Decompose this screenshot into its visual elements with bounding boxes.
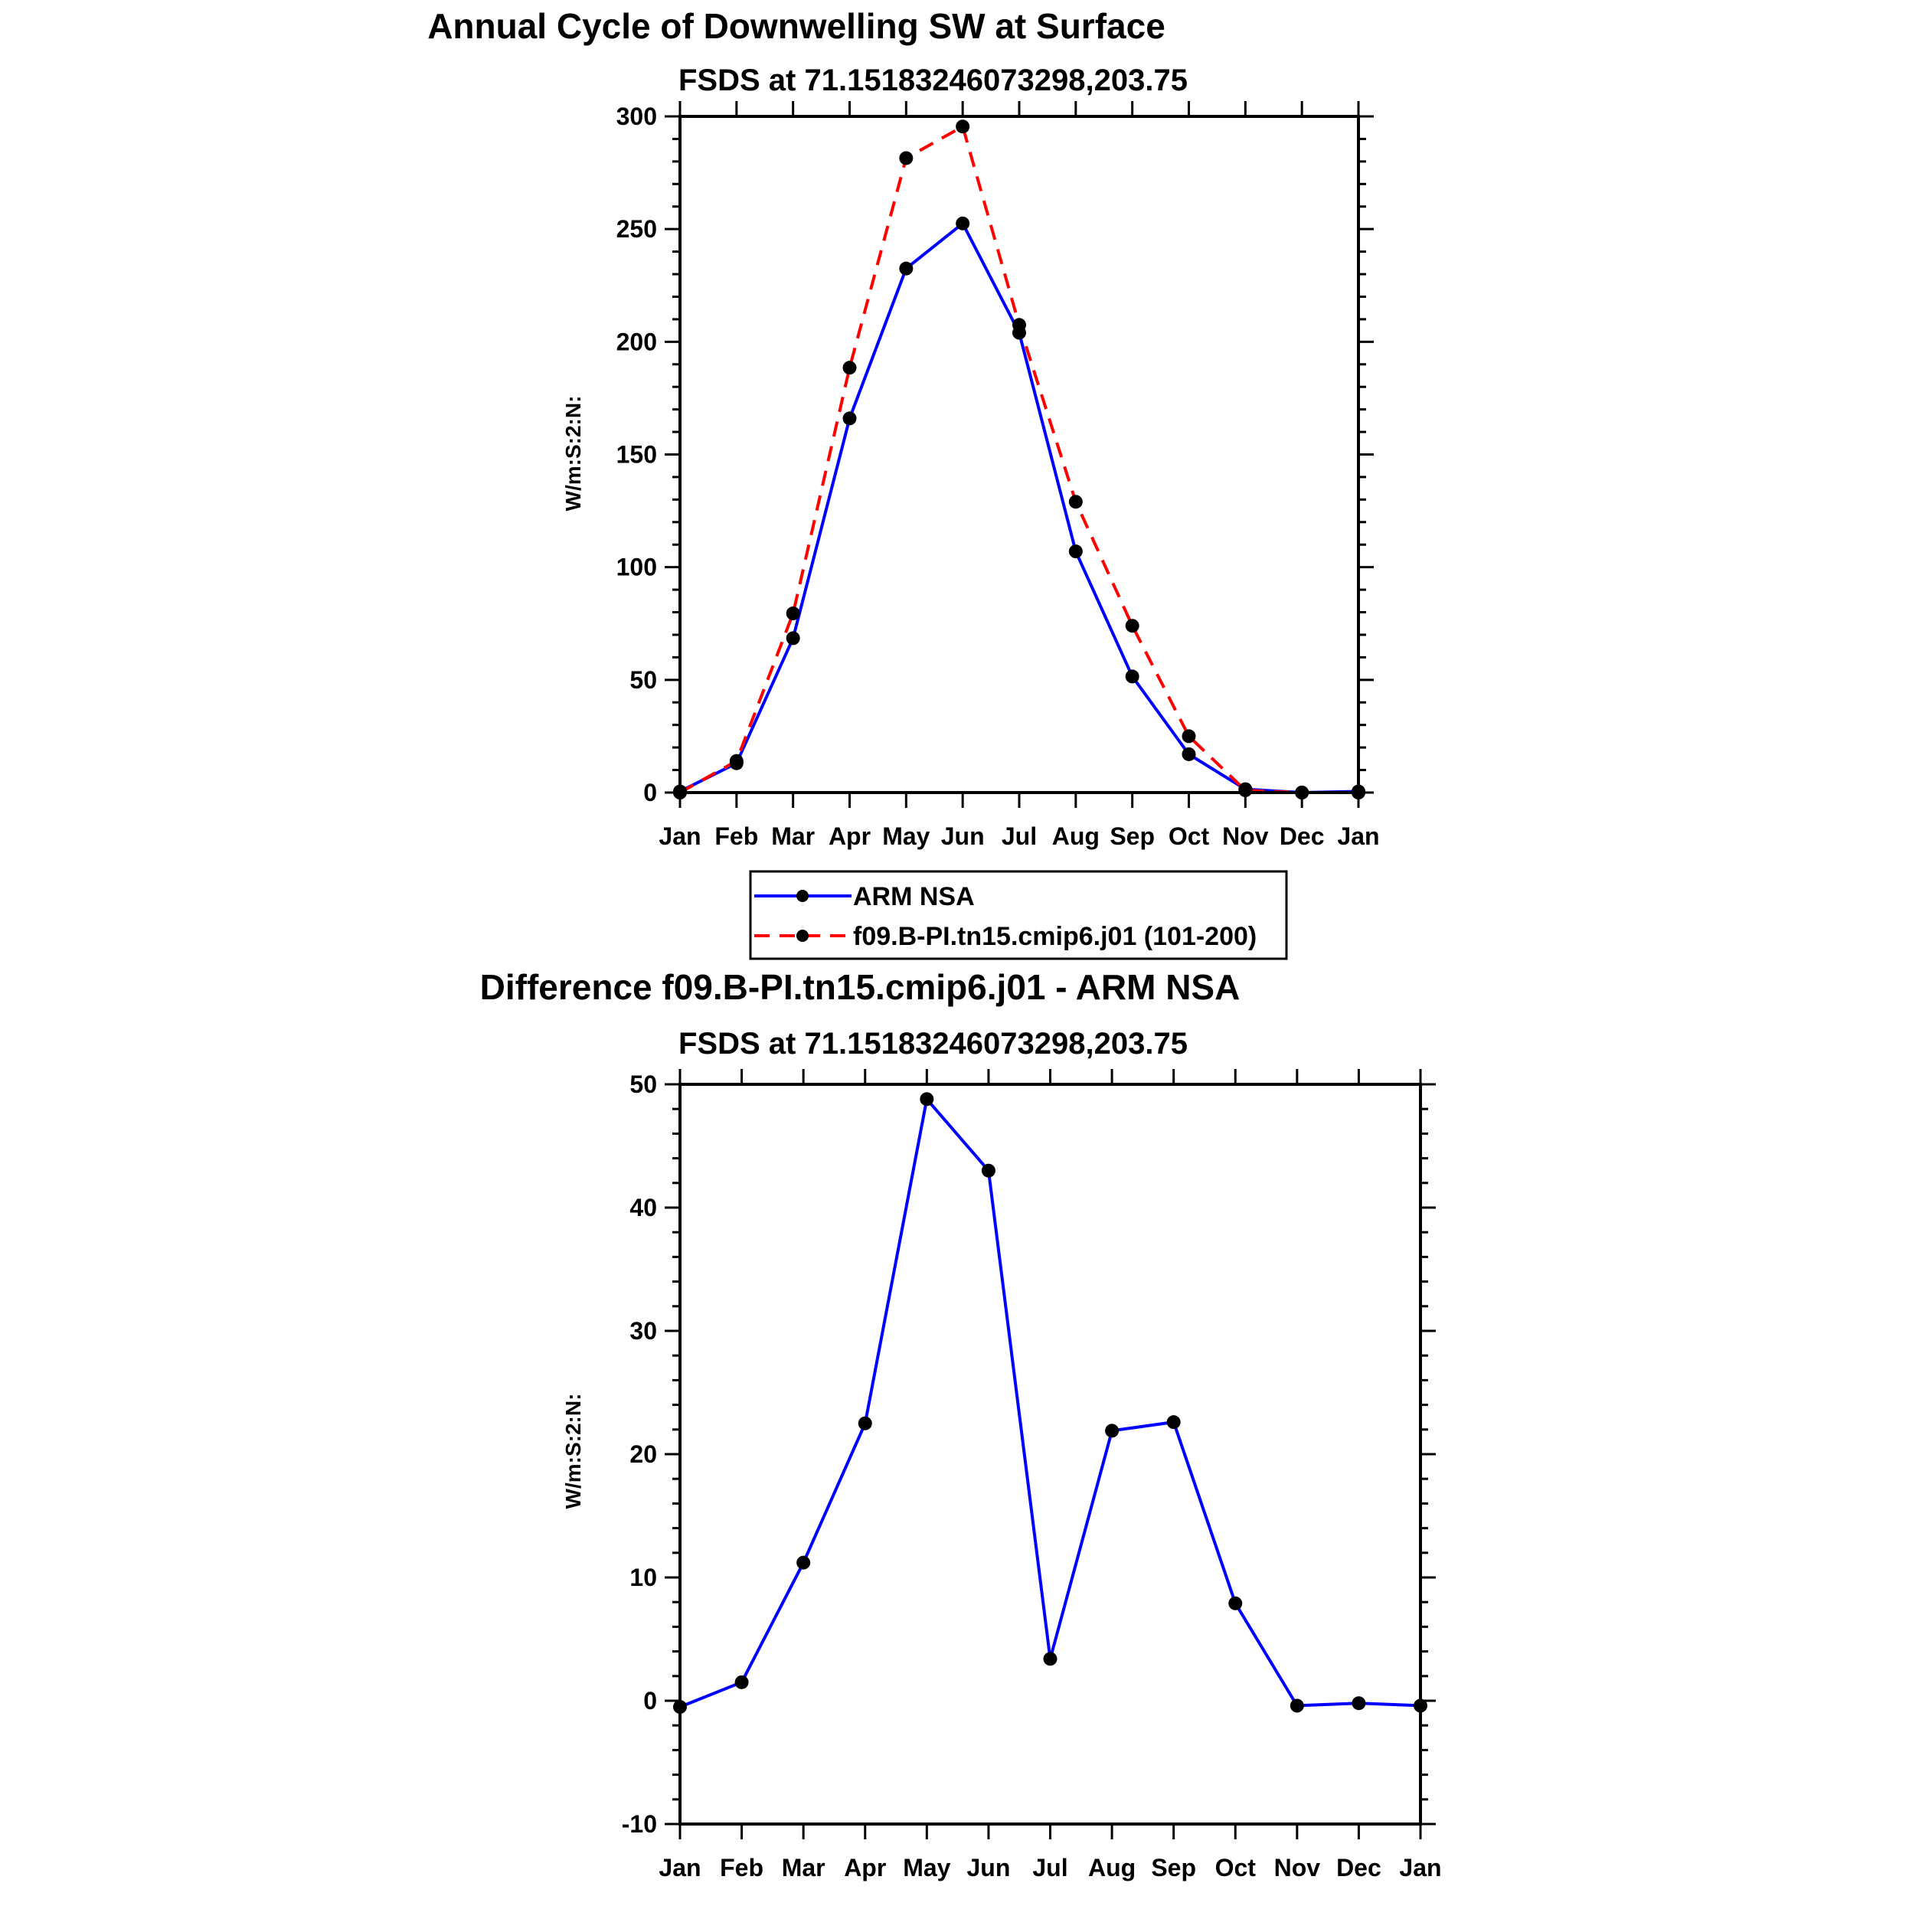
- x-tick-label: May: [882, 822, 930, 850]
- y-tick-label: 20: [629, 1440, 657, 1468]
- data-point: [956, 119, 970, 134]
- chart-subtitle: FSDS at 71.15183246073298,203.75: [678, 64, 1188, 97]
- x-tick-label: Sep: [1151, 1854, 1196, 1881]
- x-tick-label: Mar: [771, 822, 815, 850]
- legend-marker-model: [796, 930, 809, 942]
- y-tick-label: 50: [629, 666, 657, 694]
- axis-ticks: 0 50 100 150 200 250 300 Jan Feb Mar Apr May Jun Jul A…: [616, 101, 1380, 850]
- series-layer: [673, 1092, 1427, 1715]
- data-point: [1166, 1415, 1181, 1430]
- legend-marker-obs: [796, 890, 809, 902]
- y-tick-label: 300: [616, 103, 657, 130]
- x-tick-label: Dec: [1280, 822, 1325, 850]
- series-line: [679, 125, 1358, 794]
- x-tick-label: Mar: [782, 1854, 825, 1881]
- x-tick-label: Oct: [1169, 822, 1210, 850]
- x-tick-label: Jun: [941, 822, 985, 850]
- x-tick-label: May: [903, 1854, 950, 1881]
- x-tick-label: Aug: [1088, 1854, 1136, 1881]
- y-tick-label: 30: [629, 1317, 657, 1345]
- data-point: [1105, 1424, 1120, 1438]
- annual-cycle-chart: Annual Cycle of Downwelling SW at Surfac…: [427, 6, 1379, 850]
- x-tick-label: Jan: [1399, 1854, 1441, 1881]
- axis-ticks: -10 0 10 20 30 40 50 Jan Feb Mar Apr May Jun Jul Aug Se…: [622, 1069, 1442, 1881]
- x-tick-label: Dec: [1336, 1854, 1381, 1881]
- x-tick-label: Jan: [1337, 822, 1379, 850]
- data-point: [1352, 1696, 1366, 1711]
- y-tick-label: 50: [629, 1071, 657, 1098]
- data-point: [1125, 619, 1139, 633]
- x-tick-label: Apr: [829, 822, 871, 850]
- data-point: [1043, 1652, 1058, 1666]
- x-tick-label: Jan: [659, 1854, 701, 1881]
- x-tick-label: Feb: [714, 822, 758, 850]
- x-tick-label: Oct: [1215, 1854, 1257, 1881]
- y-tick-label: 0: [643, 779, 657, 806]
- y-tick-label: 0: [643, 1687, 657, 1715]
- y-tick-label: 250: [616, 215, 657, 243]
- plot-frame: [678, 115, 1360, 794]
- data-point: [899, 261, 914, 276]
- data-point: [858, 1416, 872, 1430]
- data-point: [1125, 669, 1139, 684]
- legend: ARM NSA f09.B-PI.tn15.cmip6.j01 (101-200…: [749, 870, 1288, 960]
- data-point: [734, 1675, 749, 1689]
- data-point: [1182, 747, 1196, 761]
- data-point: [956, 216, 970, 230]
- legend-label-obs: ARM NSA: [853, 882, 975, 911]
- x-tick-label: Feb: [720, 1854, 763, 1881]
- data-point: [1228, 1596, 1243, 1610]
- data-point: [796, 1555, 811, 1570]
- y-tick-label: 100: [616, 554, 657, 581]
- y-tick-label: 200: [616, 328, 657, 355]
- chart-subtitle: FSDS at 71.15183246073298,203.75: [678, 1027, 1188, 1061]
- x-tick-label: Nov: [1222, 822, 1269, 850]
- y-tick-label: 40: [629, 1194, 657, 1221]
- difference-chart: Difference f09.B-PI.tn15.cmip6.j01 - ARM…: [480, 967, 1442, 1881]
- data-point: [1068, 544, 1083, 559]
- data-point: [786, 606, 800, 621]
- x-tick-label: Jan: [659, 822, 701, 850]
- series-line: [679, 221, 1359, 794]
- legend-box: [749, 870, 1288, 960]
- series-line: [679, 1097, 1421, 1708]
- data-point: [842, 411, 857, 426]
- data-point: [842, 361, 857, 375]
- y-axis-label: W/m:S:2:N:: [561, 396, 585, 512]
- series-layer: [673, 119, 1365, 799]
- y-tick-label: 150: [616, 441, 657, 469]
- y-tick-label: 10: [629, 1564, 657, 1591]
- data-point: [786, 631, 800, 646]
- data-point: [1012, 318, 1026, 332]
- chart-title: Difference f09.B-PI.tn15.cmip6.j01 - ARM…: [480, 967, 1241, 1007]
- x-tick-label: Apr: [844, 1854, 886, 1881]
- data-point: [729, 754, 744, 768]
- x-tick-label: Jul: [1002, 822, 1037, 850]
- x-tick-label: Nov: [1274, 1854, 1321, 1881]
- data-point: [1290, 1698, 1304, 1713]
- x-tick-label: Sep: [1110, 822, 1155, 850]
- plot-frame: [678, 1083, 1422, 1826]
- x-tick-label: Aug: [1052, 822, 1100, 850]
- x-tick-label: Jun: [966, 1854, 1010, 1881]
- data-point: [920, 1092, 934, 1107]
- legend-label-model: f09.B-PI.tn15.cmip6.j01 (101-200): [853, 922, 1257, 951]
- y-axis-label: W/m:S:2:N:: [561, 1394, 585, 1509]
- chart-title: Annual Cycle of Downwelling SW at Surfac…: [427, 6, 1165, 46]
- x-tick-label: Jul: [1032, 1854, 1067, 1881]
- data-point: [899, 151, 914, 165]
- data-point: [1238, 783, 1253, 798]
- data-point: [981, 1163, 995, 1178]
- y-tick-label: -10: [622, 1810, 657, 1838]
- data-point: [1068, 495, 1083, 509]
- data-point: [1182, 729, 1196, 744]
